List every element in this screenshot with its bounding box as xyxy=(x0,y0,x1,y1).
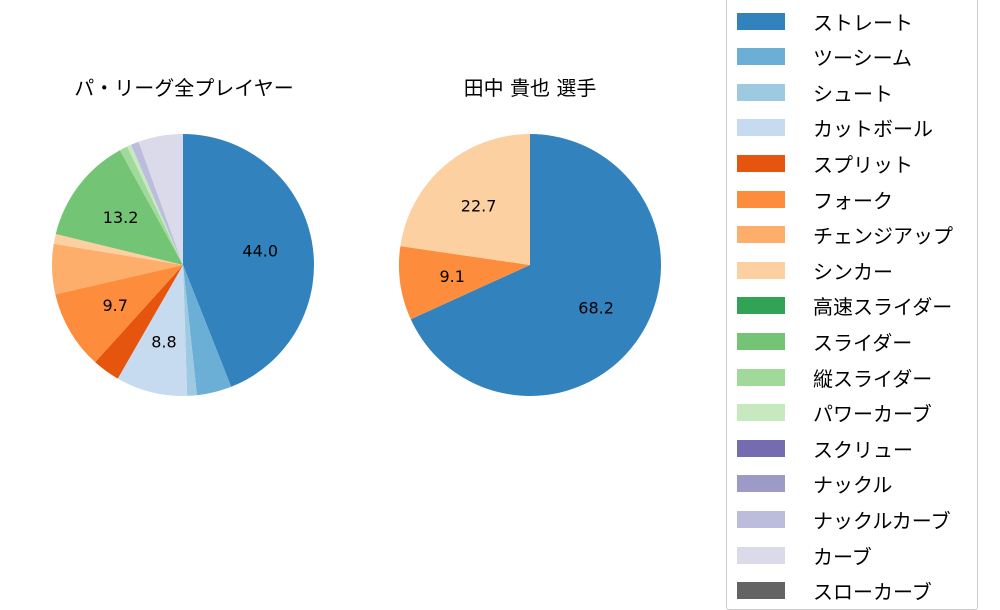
legend-label: ナックルカーブ xyxy=(813,508,951,533)
legend-swatch xyxy=(737,582,785,600)
legend: ストレートツーシームシュートカットボール スプリットフォークチェンジアップ シンカー… xyxy=(726,0,978,610)
legend-swatch xyxy=(737,510,785,528)
pie-percentage-label: 9.1 xyxy=(439,267,464,286)
legend-item: スローカーブ xyxy=(737,580,932,604)
legend-label: カットボール xyxy=(813,117,933,142)
pie-slice xyxy=(117,265,188,396)
legend-item: 高速スライダー xyxy=(737,295,952,319)
pie-percentage-label: 22.7 xyxy=(461,197,497,216)
legend-swatch xyxy=(737,368,785,386)
pie-slice xyxy=(95,265,183,379)
legend-label: スローカーブ xyxy=(813,580,932,605)
legend-label: フォーク xyxy=(813,188,893,213)
pie-slice xyxy=(399,246,530,320)
pie-percentage-label: 9.7 xyxy=(102,296,127,315)
legend-swatch xyxy=(737,190,785,208)
pie-slice xyxy=(183,134,315,387)
pie-slice xyxy=(138,134,183,265)
pie-slice xyxy=(400,134,530,265)
legend-swatch xyxy=(737,226,785,244)
legend-swatch xyxy=(737,154,785,172)
pie-slice xyxy=(127,144,183,265)
legend-label: チェンジアップ xyxy=(813,224,953,249)
legend-item: 縦スライダー xyxy=(737,367,932,391)
legend-item: スプリット xyxy=(737,153,913,177)
legend-swatch xyxy=(737,439,785,457)
pie-percentage-label: 44.0 xyxy=(242,241,278,260)
legend-item: ナックル xyxy=(737,473,892,497)
legend-label: シンカー xyxy=(813,259,893,284)
pie-percentage-label: 13.2 xyxy=(103,208,139,227)
legend-item: フォーク xyxy=(737,189,893,213)
legend-label: 縦スライダー xyxy=(813,366,933,391)
legend-item: パワーカーブ xyxy=(737,402,932,426)
legend-label: カーブ xyxy=(813,544,872,569)
legend-item: ストレート xyxy=(737,11,913,35)
legend-label: 高速スライダー xyxy=(813,295,953,320)
right-chart-title: 田中 貴也 選手 xyxy=(463,76,597,100)
legend-swatch xyxy=(737,546,785,564)
player-pie-chart: 68.2 9.1 22.7 xyxy=(399,134,661,396)
legend-label: スクリュー xyxy=(813,437,913,462)
legend-label: スライダー xyxy=(813,330,913,355)
legend-swatch xyxy=(737,83,785,101)
pie-percentage-label: 8.8 xyxy=(151,332,176,351)
legend-swatch xyxy=(737,297,785,315)
pie-slice xyxy=(183,265,232,396)
legend-item: ナックルカーブ xyxy=(737,509,951,533)
league-pie-chart: 44.0 8.8 9.7 13.2 xyxy=(51,134,315,396)
pie-slice xyxy=(55,265,184,363)
legend-swatch xyxy=(737,475,785,493)
pie-slice xyxy=(119,146,183,265)
legend-swatch xyxy=(737,12,785,30)
legend-item: チェンジアップ xyxy=(737,224,953,248)
legend-label: スプリット xyxy=(813,152,913,177)
legend-item: シンカー xyxy=(737,260,893,284)
left-chart-title: パ・リーグ全プレイヤー xyxy=(74,76,294,100)
legend-label: ナックル xyxy=(813,473,893,498)
legend-swatch xyxy=(737,404,785,422)
legend-swatch xyxy=(737,261,785,279)
legend-label: ツーシーム xyxy=(813,46,912,71)
legend-label: シュート xyxy=(813,81,893,106)
legend-swatch xyxy=(737,48,785,66)
legend-swatch xyxy=(737,119,785,137)
pie-percentage-label: 68.2 xyxy=(578,299,614,318)
legend-item: シュート xyxy=(737,82,893,106)
legend-label: パワーカーブ xyxy=(813,402,932,427)
legend-item: スクリュー xyxy=(737,438,913,462)
legend-label: ストレート xyxy=(813,10,913,35)
legend-swatch xyxy=(737,332,785,350)
legend-item: スライダー xyxy=(737,331,912,355)
pie-slice xyxy=(130,141,183,265)
legend-item: カーブ xyxy=(737,545,872,569)
legend-item: ツーシーム xyxy=(737,46,912,70)
pie-slice xyxy=(183,265,197,396)
legend-item: カットボール xyxy=(737,117,933,141)
pie-slice xyxy=(55,150,183,265)
pie-slice xyxy=(53,234,183,265)
pie-slice xyxy=(51,243,183,295)
pie-slice xyxy=(410,134,661,396)
